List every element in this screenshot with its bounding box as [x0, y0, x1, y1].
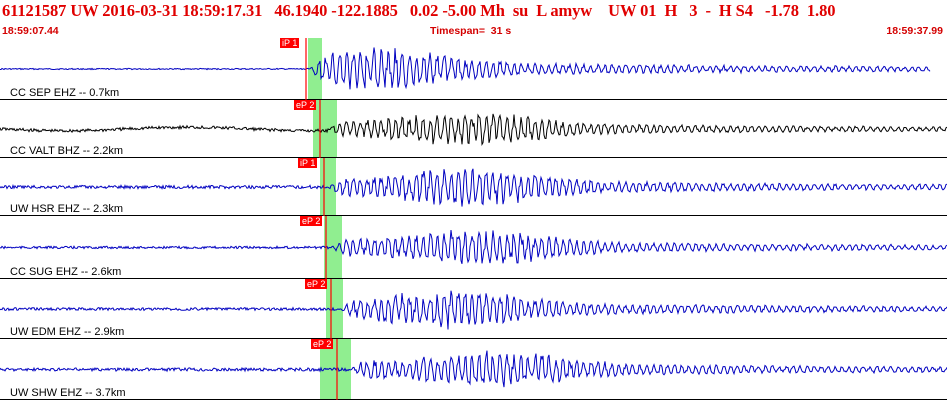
phase-pick-marker[interactable]: eP 2	[294, 100, 317, 110]
seismic-waveform	[0, 350, 947, 388]
pick-window-band	[326, 279, 343, 339]
pick-window-band	[313, 100, 337, 158]
pick-window-band	[308, 38, 322, 100]
seismic-waveform	[0, 230, 947, 265]
trace-panel[interactable]: eP 2 CC SUG EHZ -- 2.6km	[0, 216, 947, 279]
trace-panel[interactable]: eP 2 CC VALT BHZ -- 2.2km	[0, 100, 947, 158]
phase-pick-marker[interactable]: iP 1	[280, 38, 300, 48]
seismic-waveform	[0, 47, 931, 90]
station-label: UW SHW EHZ -- 3.7km	[10, 387, 126, 399]
trace-canvas	[0, 38, 947, 100]
seismic-waveform	[0, 113, 947, 147]
station-label: CC SUG EHZ -- 2.6km	[10, 266, 122, 278]
event-header: 61121587 UW 2016-03-31 18:59:17.31 46.19…	[0, 0, 947, 38]
seismic-waveform	[0, 290, 947, 330]
station-label: CC SEP EHZ -- 0.7km	[10, 87, 120, 99]
trace-canvas	[0, 279, 947, 339]
station-label: UW EDM EHZ -- 2.9km	[10, 326, 125, 338]
trace-panel[interactable]: eP 2 UW SHW EHZ -- 3.7km	[0, 339, 947, 400]
event-title: 61121587 UW 2016-03-31 18:59:17.31 46.19…	[2, 1, 836, 20]
trace-panel[interactable]: iP 1 UW HSR EHZ -- 2.3km	[0, 158, 947, 216]
seismogram-panel[interactable]: iP 1 CC SEP EHZ -- 0.7km eP 2 CC VALT BHZ -…	[0, 38, 947, 400]
timespan-label: Timespan= 31 s	[430, 25, 512, 37]
trace-canvas	[0, 100, 947, 158]
station-label: UW HSR EHZ -- 2.3km	[10, 203, 124, 215]
trace-canvas	[0, 216, 947, 279]
trace-canvas	[0, 339, 947, 400]
phase-pick-marker[interactable]: iP 1	[298, 158, 318, 168]
start-time: 18:59:07.44	[2, 25, 59, 37]
end-time: 18:59:37.99	[886, 25, 943, 37]
phase-pick-marker[interactable]: eP 2	[305, 279, 328, 289]
pick-window-band	[324, 216, 342, 279]
trace-panel[interactable]: eP 2 UW EDM EHZ -- 2.9km	[0, 279, 947, 339]
phase-pick-marker[interactable]: eP 2	[300, 216, 323, 226]
station-label: CC VALT BHZ -- 2.2km	[10, 145, 124, 157]
trace-panel[interactable]: iP 1 CC SEP EHZ -- 0.7km	[0, 38, 947, 100]
seismic-waveform	[0, 168, 947, 207]
trace-canvas	[0, 158, 947, 216]
phase-pick-marker[interactable]: eP 2	[311, 339, 334, 349]
